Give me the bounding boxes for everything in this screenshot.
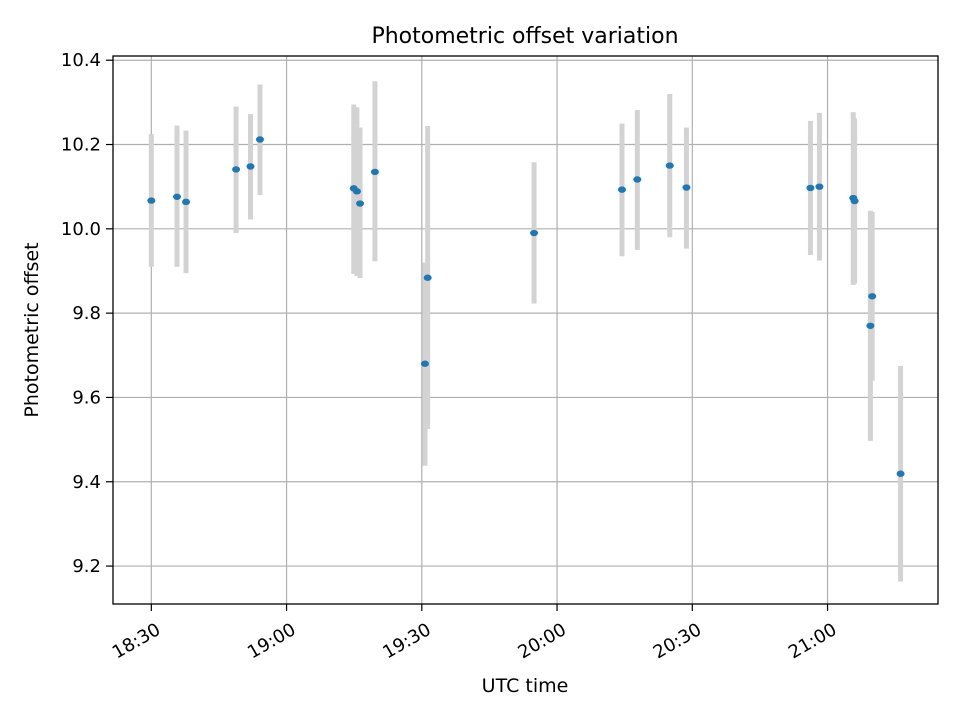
- y-tick-label: 10.4: [61, 50, 101, 71]
- data-points: [147, 136, 905, 477]
- y-tick-label: 9.6: [72, 387, 101, 408]
- plot-frame: [112, 55, 939, 605]
- data-point: [530, 229, 539, 237]
- y-tick-label: 9.8: [72, 303, 101, 324]
- data-point: [850, 197, 859, 205]
- x-axis-label: UTC time: [482, 675, 569, 697]
- y-axis-ticks: 9.2 9.4 9.6 9.8 10.0 10.2 10.4: [61, 50, 113, 577]
- y-axis-label: Photometric offset: [21, 242, 43, 417]
- data-point: [617, 186, 626, 193]
- data-point: [370, 168, 379, 176]
- data-point: [423, 274, 432, 281]
- data-point: [173, 193, 182, 200]
- data-point: [246, 163, 255, 170]
- data-point: [147, 197, 156, 204]
- data-point: [352, 188, 361, 195]
- data-point: [182, 198, 191, 206]
- y-tick-label: 9.4: [72, 472, 101, 493]
- data-point: [232, 166, 241, 173]
- data-point: [868, 293, 877, 300]
- y-tick-label: 10.0: [61, 219, 101, 240]
- data-point: [633, 176, 642, 183]
- data-point: [665, 162, 674, 169]
- data-point: [356, 200, 365, 207]
- chart-title: Photometric offset variation: [371, 24, 678, 49]
- data-point: [420, 360, 429, 367]
- data-point: [682, 184, 691, 191]
- data-point: [866, 322, 875, 329]
- data-point: [815, 183, 824, 190]
- data-point: [896, 470, 905, 477]
- y-tick-label: 10.2: [61, 135, 101, 156]
- y-tick-label: 9.2: [72, 556, 101, 577]
- data-point: [806, 184, 815, 192]
- data-point: [255, 136, 264, 143]
